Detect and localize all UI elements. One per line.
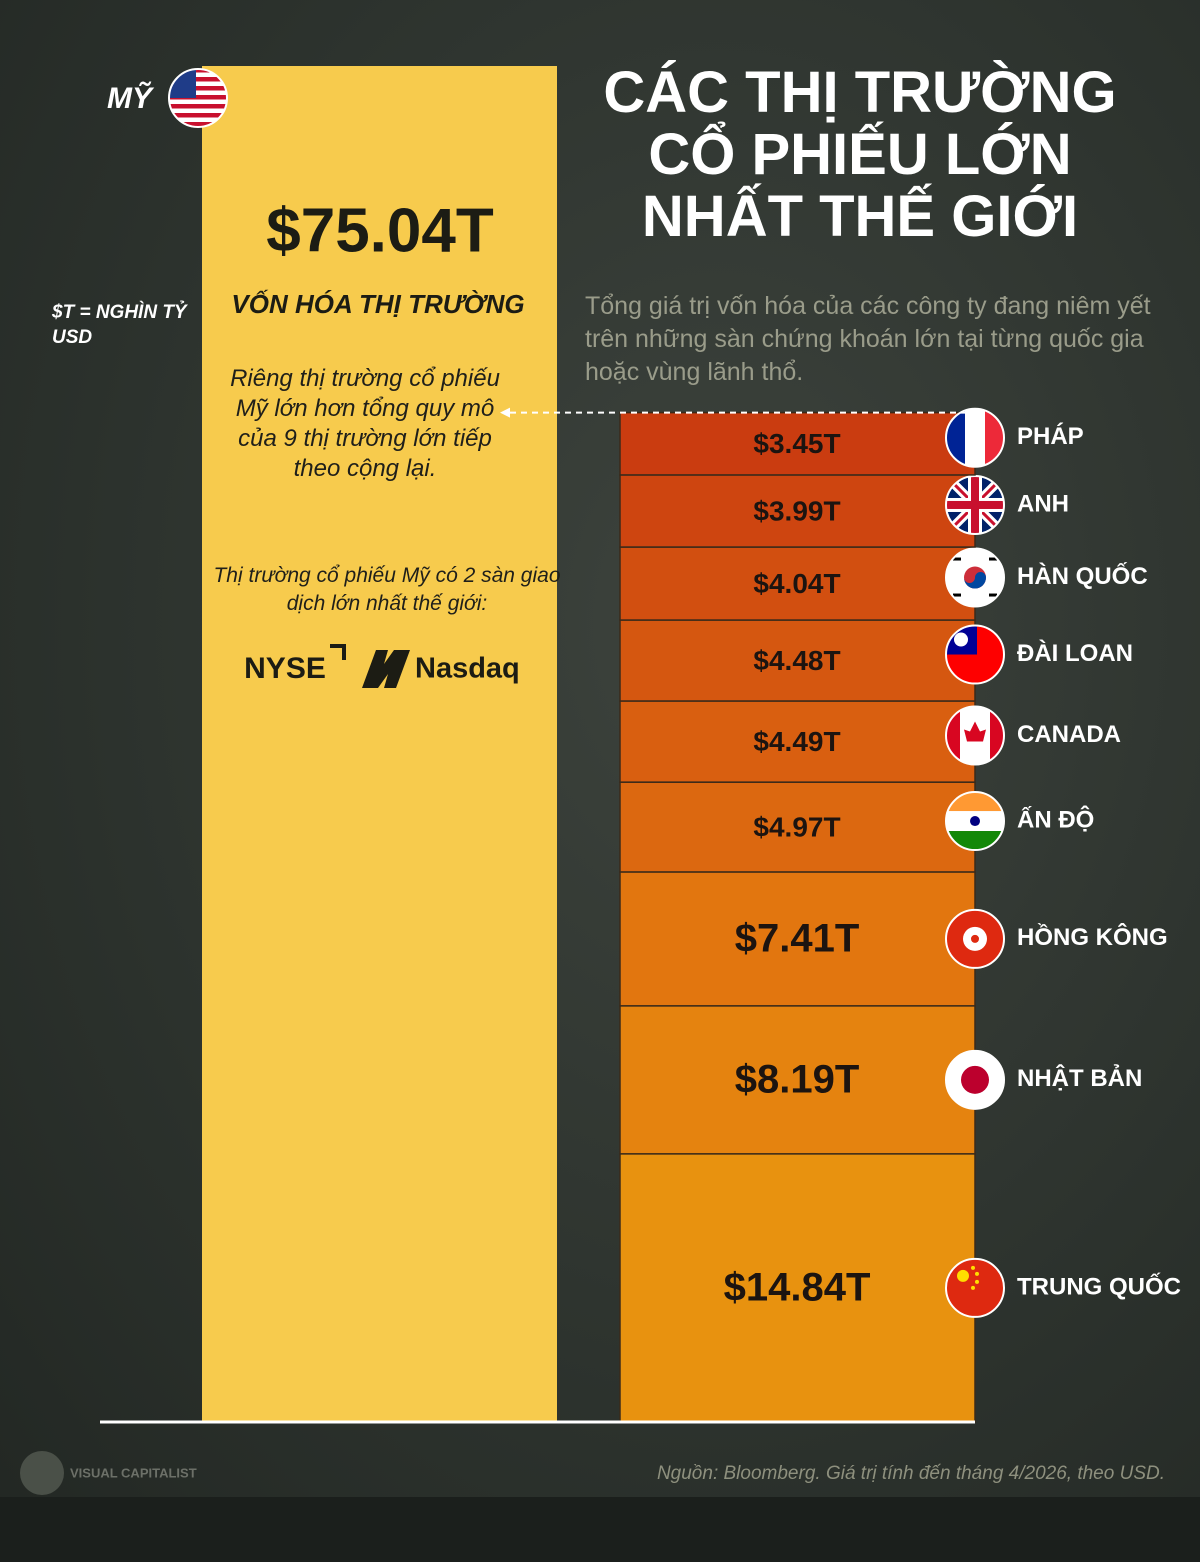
country-label: MỸ <box>107 81 155 115</box>
flag <box>946 1258 1004 1317</box>
flag-part <box>990 706 1004 765</box>
flag-part <box>989 557 997 561</box>
flag-border <box>945 547 1005 608</box>
flag-part <box>953 557 961 561</box>
flag-part <box>971 1285 975 1290</box>
flag-border <box>945 1049 1005 1110</box>
category-label: HỒNG KÔNG <box>1017 923 1168 951</box>
flag-border <box>945 705 1005 766</box>
flag-part <box>975 1279 979 1284</box>
flag-border <box>945 908 1005 969</box>
exchange-logo: Nasdaq <box>415 653 520 685</box>
value-label: $7.41T <box>735 916 860 960</box>
bar <box>202 66 557 1422</box>
category-label: HÀN QUỐC <box>1017 562 1148 590</box>
value-caption: VỐN HÓA THỊ TRƯỜNG <box>231 289 524 319</box>
annotation: Riêng thị trường cổ phiếu Mỹ lớn hơn tổn… <box>230 365 500 482</box>
bar-segment <box>619 1005 976 1155</box>
flag-part <box>169 95 227 100</box>
exchange-logo: NYSE <box>244 652 326 685</box>
value-label: $75.04T <box>266 196 494 265</box>
flag-border <box>945 474 1005 535</box>
category-label: CANADA <box>1017 721 1121 748</box>
value-label: $14.84T <box>724 1265 871 1309</box>
bar-segment <box>619 871 976 1007</box>
brand-logo: VISUAL CAPITALIST <box>70 1465 197 1480</box>
flag-part <box>964 572 986 589</box>
flag <box>946 548 1004 607</box>
flag-part <box>971 475 979 534</box>
flag-part <box>971 1265 975 1270</box>
chart-title: CÁC THỊ TRƯỜNG CỔ PHIẾU LỚN NHẤT THẾ GIỚ… <box>603 60 1117 249</box>
flag-part <box>989 593 997 597</box>
flag-part <box>964 721 986 742</box>
bar-segment <box>619 474 976 548</box>
unit-note: $T = NGHÌN TỶ USD <box>52 302 187 348</box>
flag <box>946 625 1004 684</box>
value-label: $4.97T <box>753 811 840 842</box>
source: Nguồn: Bloomberg. Giá trị tính đến tháng… <box>656 1463 1165 1484</box>
category-label: TRUNG QUỐC <box>1017 1272 1181 1300</box>
arrow-head <box>500 407 510 418</box>
flag-part <box>965 408 985 467</box>
value-label: $4.04T <box>753 568 840 599</box>
flag-part <box>953 593 961 597</box>
brand-icon <box>20 1451 64 1495</box>
flag-border <box>168 68 228 128</box>
bar-segment <box>619 1153 976 1423</box>
subtitle: Tổng giá trị vốn hóa của các công ty đan… <box>585 292 1151 386</box>
exchange-mark <box>330 644 346 660</box>
category-label: ẤN ĐỘ <box>1017 805 1094 833</box>
bar-segment <box>619 619 976 702</box>
flag-part <box>169 113 227 118</box>
category-label: PHÁP <box>1017 422 1084 450</box>
flag-part <box>975 1271 979 1276</box>
category-label: NHẬT BẢN <box>1017 1063 1142 1092</box>
annotation: Thị trường cổ phiếu Mỹ có 2 sàn giao dịc… <box>213 564 561 615</box>
value-label: $3.99T <box>753 495 840 526</box>
flag-part <box>169 104 227 109</box>
flag-part <box>954 632 968 647</box>
flag-part <box>957 1269 969 1282</box>
category-label: ĐÀI LOAN <box>1017 639 1133 667</box>
flag-part <box>169 69 227 73</box>
category-label: ANH <box>1017 490 1069 517</box>
value-label: $4.49T <box>753 726 840 757</box>
flag-part <box>970 816 980 827</box>
value-label: $4.48T <box>753 645 840 676</box>
value-label: $8.19T <box>735 1057 860 1101</box>
flag-part <box>971 934 979 943</box>
value-label: $3.45T <box>753 428 840 459</box>
flag-part <box>169 86 227 91</box>
flag-part <box>169 122 227 127</box>
flag-border <box>945 407 1005 468</box>
flag <box>946 909 1004 968</box>
flag-part <box>961 1065 989 1094</box>
footer <box>0 1497 1200 1562</box>
exchange-mark <box>362 650 410 688</box>
bar-segment <box>619 781 976 873</box>
flag-border <box>945 791 1005 852</box>
flag <box>946 1050 1004 1109</box>
flag-border <box>945 1257 1005 1318</box>
flag-part <box>169 77 227 82</box>
flag-border <box>945 624 1005 685</box>
